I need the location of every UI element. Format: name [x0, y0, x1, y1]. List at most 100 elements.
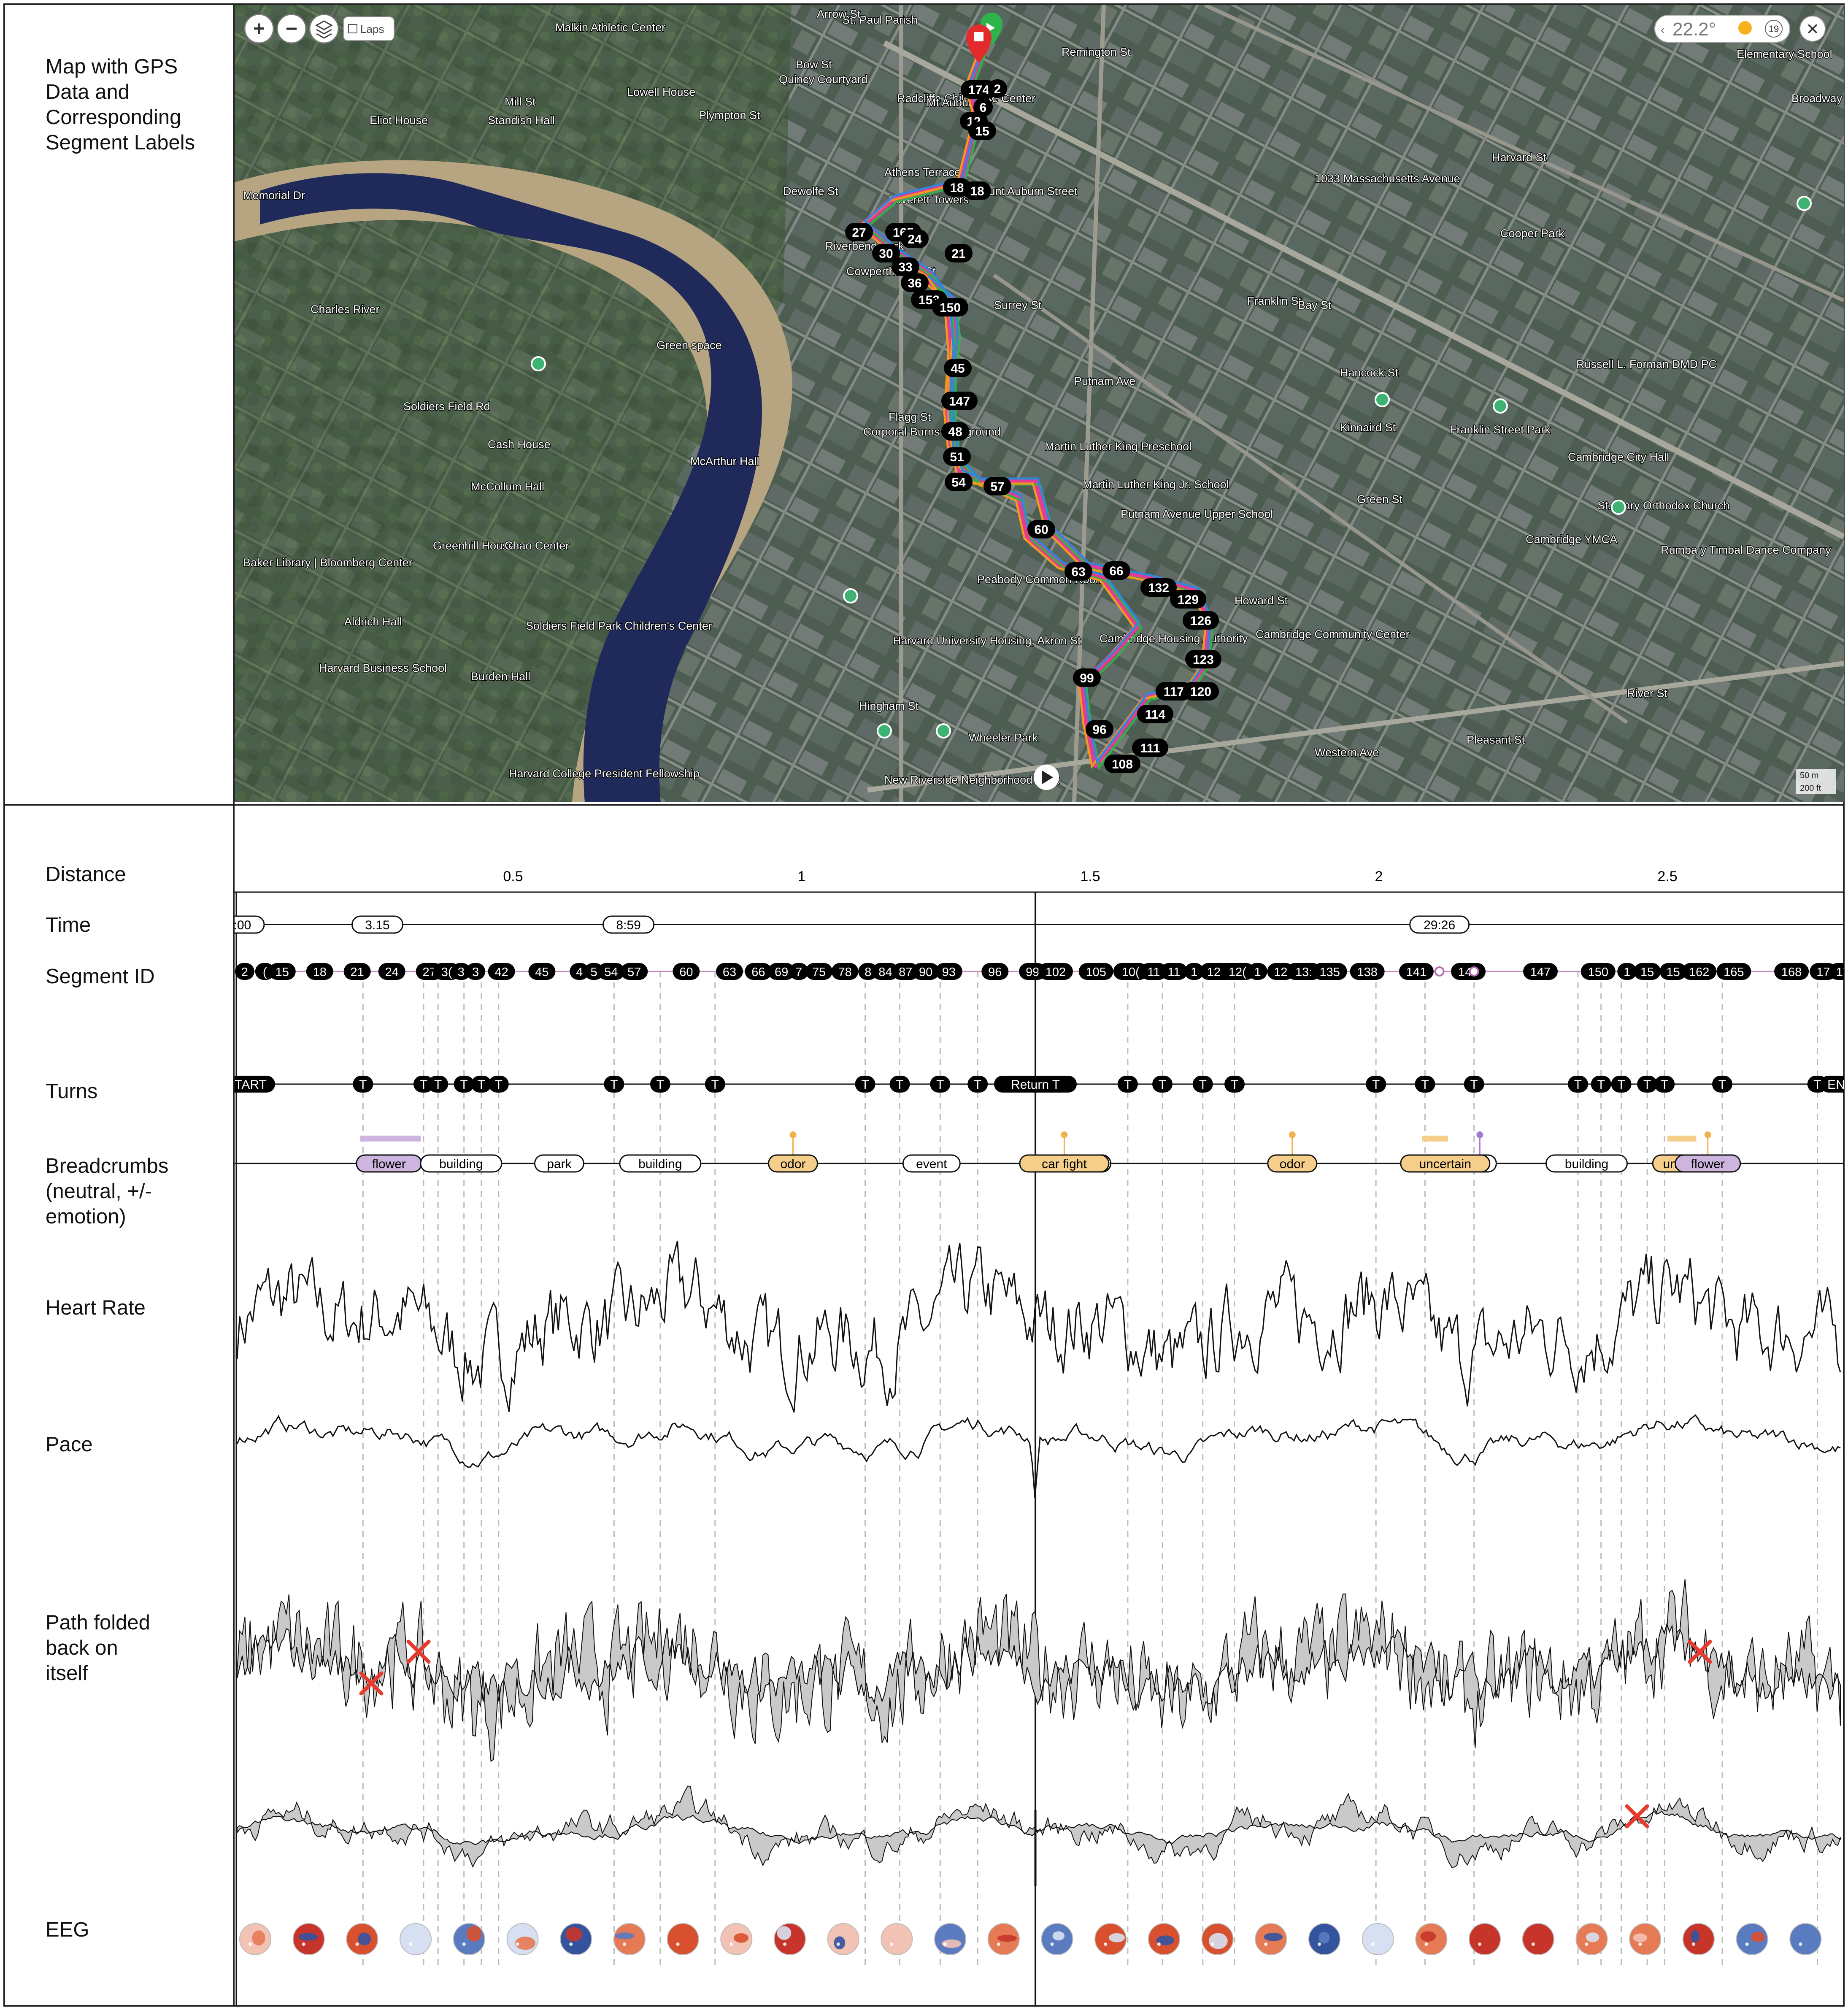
segment-label: 24	[908, 233, 922, 246]
segment-id-pill	[1078, 963, 1113, 980]
eeg-electrode	[1585, 1942, 1589, 1946]
eeg-topomap	[1308, 1923, 1340, 1955]
segment-id-label: 57	[627, 966, 641, 979]
breadcrumb-duration-bar	[360, 1136, 421, 1142]
segment-id-label: 54	[604, 966, 618, 979]
eeg-hotspot	[1751, 1932, 1765, 1942]
eeg-scalp	[1789, 1923, 1822, 1955]
segment-id-label: 1	[1624, 966, 1630, 979]
map-place-label: Wheeler Park	[969, 731, 1038, 744]
layers-icon[interactable]	[309, 14, 339, 44]
breadcrumb-pill	[420, 1154, 503, 1173]
segment-label: 27	[852, 226, 866, 240]
map-place-label: Arrow St	[817, 8, 861, 20]
eeg-electrode	[1104, 1942, 1108, 1946]
time-label: 8:59	[616, 918, 640, 932]
segment-id-pill	[1581, 963, 1616, 980]
segment-id-pill	[1659, 963, 1687, 980]
time-label: 0:00	[235, 918, 251, 932]
map-place-label: St. Paul Parish	[842, 14, 918, 26]
eeg-electrode	[1371, 1942, 1375, 1946]
segment-id-pill	[584, 963, 604, 980]
eeg-hotspot	[1691, 1930, 1699, 1943]
turn-pill	[889, 1076, 910, 1093]
segment-id-pill	[716, 963, 743, 980]
map-controls: + − Laps ‹ 22.2° 19 ✕ 50 m 200 ft	[244, 14, 1836, 794]
distance-tick-label: 1.5	[1080, 868, 1100, 885]
segment-label: 129	[1178, 593, 1199, 607]
gps-route: 1742612151818271652421303336153150451474…	[531, 13, 1812, 790]
turn-pill	[235, 1076, 275, 1093]
weather-widget	[1654, 15, 1790, 43]
turn-pill	[855, 1076, 875, 1093]
segment-id-label: 63	[723, 966, 736, 979]
segment-id-pill	[805, 963, 833, 980]
segment-id-label: 96	[988, 966, 1002, 979]
eeg-topomap	[774, 1923, 806, 1955]
laps-toggle[interactable]	[343, 16, 394, 41]
map-place-label: Broadway	[1791, 92, 1843, 105]
segment-id-pill	[1682, 963, 1717, 980]
eeg-hotspot	[1108, 1933, 1125, 1942]
eeg-topomap	[613, 1923, 646, 1955]
eeg-hotspot	[941, 1939, 962, 1948]
segment-pill	[1102, 561, 1130, 580]
zoom-in-button[interactable]	[244, 14, 274, 44]
distance-tick-label: 1	[798, 868, 806, 885]
map-place-label: Harvard University Housing, Akron St	[893, 634, 1081, 647]
road	[993, 273, 1628, 724]
zoom-out-button[interactable]	[276, 14, 307, 44]
turn-label: T	[460, 1078, 468, 1092]
map-place-label: Pleasant St	[1467, 733, 1525, 746]
laps-checkbox	[348, 24, 357, 33]
eeg-hotspot	[1420, 1931, 1436, 1942]
segment-id-pill	[1829, 963, 1844, 980]
turn-label: T	[896, 1078, 903, 1092]
eeg-electrode	[729, 1942, 733, 1946]
close-button[interactable]	[1799, 16, 1826, 42]
turn-pill	[471, 1076, 492, 1093]
segment-label: 15	[975, 124, 989, 138]
scale-box	[1796, 769, 1836, 794]
time-pill	[602, 915, 655, 934]
eeg-topomap	[1148, 1923, 1180, 1955]
map-place-label: Bay St	[1298, 299, 1332, 311]
segment-id-pill	[235, 963, 254, 980]
segment-id-pill	[768, 963, 795, 980]
segment-id-pill	[981, 963, 1009, 980]
turn-pill	[1224, 1076, 1245, 1093]
segment-id-label: 102	[1046, 966, 1066, 979]
segment-id-pill	[892, 963, 919, 980]
stop-square-icon	[974, 32, 983, 41]
route-line-lap	[863, 48, 1212, 764]
breadcrumb-pill	[619, 1154, 702, 1173]
segment-pill	[983, 477, 1011, 495]
breadcrumb-label: odor	[780, 1157, 805, 1171]
segment-label: 108	[1112, 757, 1133, 771]
segment-id-label: 168	[1781, 966, 1802, 979]
eeg-topomap	[1789, 1923, 1822, 1955]
eeg-topomap	[1522, 1923, 1554, 1955]
satellite-map[interactable]: Malkin Athletic Center St. Paul Parish Qui…	[235, 5, 1844, 802]
segment-pill	[845, 223, 873, 241]
time-pill	[235, 915, 265, 934]
segment-id-label: 12	[1274, 966, 1287, 979]
turn-label: T	[861, 1078, 869, 1092]
map-place-label: Martin Luther King Preschool	[1045, 440, 1191, 453]
segment-label: 66	[1109, 564, 1123, 578]
map-place-label: Rumba y Timbal Dance Company	[1661, 544, 1831, 556]
map-place-label: Greenhill House	[433, 539, 515, 552]
segment-label: 30	[879, 247, 893, 261]
eeg-electrode	[1691, 1942, 1695, 1946]
map-place-label: Putnam Avenue Upper School	[1121, 508, 1273, 520]
segment-id-pill	[1267, 963, 1294, 980]
segment-id-label: 165	[1724, 966, 1744, 979]
eeg-electrode	[409, 1942, 413, 1946]
segment-id-pill	[378, 963, 405, 980]
segment-id-label: 4	[576, 966, 583, 979]
segment-pill	[901, 273, 929, 292]
row-label-time: Time	[46, 914, 91, 936]
segment-id-pill	[1774, 963, 1809, 980]
eeg-hotspot	[252, 1930, 265, 1946]
